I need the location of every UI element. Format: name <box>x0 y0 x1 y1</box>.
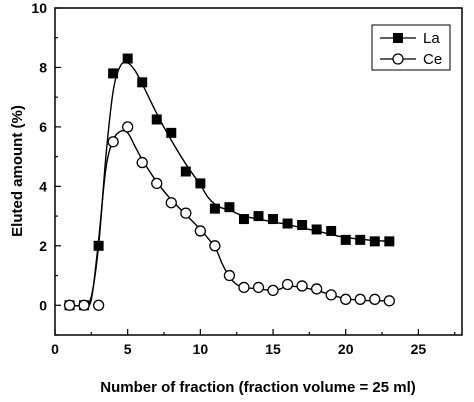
point-la <box>384 236 395 247</box>
point-ce <box>252 281 265 294</box>
point-la <box>369 236 380 247</box>
point-la <box>108 68 119 79</box>
y-tick-label: 8 <box>39 59 47 75</box>
y-tick-label: 6 <box>39 119 47 135</box>
point-ce <box>78 299 90 311</box>
y-tick-label: 2 <box>39 238 47 254</box>
x-tick-label: 15 <box>265 341 281 357</box>
point-ce <box>369 293 381 305</box>
y-axis-label: Eluted amount (%) <box>9 105 26 237</box>
point-ce <box>209 240 221 252</box>
x-tick-label: 25 <box>411 341 427 357</box>
y-tick-label: 10 <box>31 0 47 16</box>
x-tick-label: 10 <box>193 341 209 357</box>
point-la <box>93 240 104 251</box>
x-tick-label: 20 <box>338 341 354 357</box>
point-la <box>297 220 308 231</box>
x-axis-label: Number of fraction (fraction volume = 25… <box>100 379 415 396</box>
x-tick-label: 0 <box>51 341 59 357</box>
curve-la <box>69 61 390 307</box>
point-la <box>209 203 220 214</box>
point-ce <box>354 293 366 305</box>
point-ce <box>165 197 177 209</box>
axis-ticks: 0 5 10 15 20 25 0 2 4 6 8 10 <box>31 0 456 357</box>
point-la <box>137 77 148 88</box>
point-la <box>253 211 264 222</box>
point-ce <box>223 269 236 282</box>
point-ce <box>383 295 395 307</box>
y-tick-label: 4 <box>39 178 47 194</box>
point-ce <box>122 121 134 133</box>
point-ce <box>310 283 323 295</box>
legend-label-ce: Ce <box>423 51 442 68</box>
legend-label-la: La <box>423 30 440 47</box>
point-la <box>268 214 279 225</box>
legend-marker-ce <box>392 53 404 65</box>
point-la <box>326 225 337 236</box>
point-la <box>282 218 293 229</box>
legend-box <box>371 24 451 71</box>
point-ce <box>325 289 337 301</box>
point-ce <box>63 299 76 311</box>
point-la <box>180 166 191 177</box>
point-la <box>224 202 235 213</box>
point-ce <box>151 177 163 190</box>
point-la <box>151 114 162 125</box>
point-la <box>195 178 206 189</box>
point-la <box>311 224 322 235</box>
point-ce <box>281 278 294 291</box>
point-ce <box>267 284 279 297</box>
data-points <box>63 53 395 311</box>
fitted-curves <box>69 61 390 307</box>
point-la <box>355 234 366 245</box>
point-ce <box>107 136 119 148</box>
point-la <box>166 127 177 138</box>
point-la <box>122 53 133 64</box>
legend-marker-la <box>393 33 403 43</box>
y-tick-label: 0 <box>39 297 47 313</box>
point-ce <box>296 280 308 292</box>
legend: La Ce <box>371 24 451 71</box>
x-tick-label: 5 <box>124 341 132 357</box>
point-la <box>238 214 249 225</box>
point-ce <box>180 207 192 219</box>
point-ce <box>92 299 105 311</box>
plot-frame <box>54 7 463 336</box>
point-ce <box>340 293 352 305</box>
point-ce <box>238 281 250 294</box>
point-la <box>340 234 351 245</box>
point-ce <box>194 225 207 237</box>
point-ce <box>136 156 148 169</box>
